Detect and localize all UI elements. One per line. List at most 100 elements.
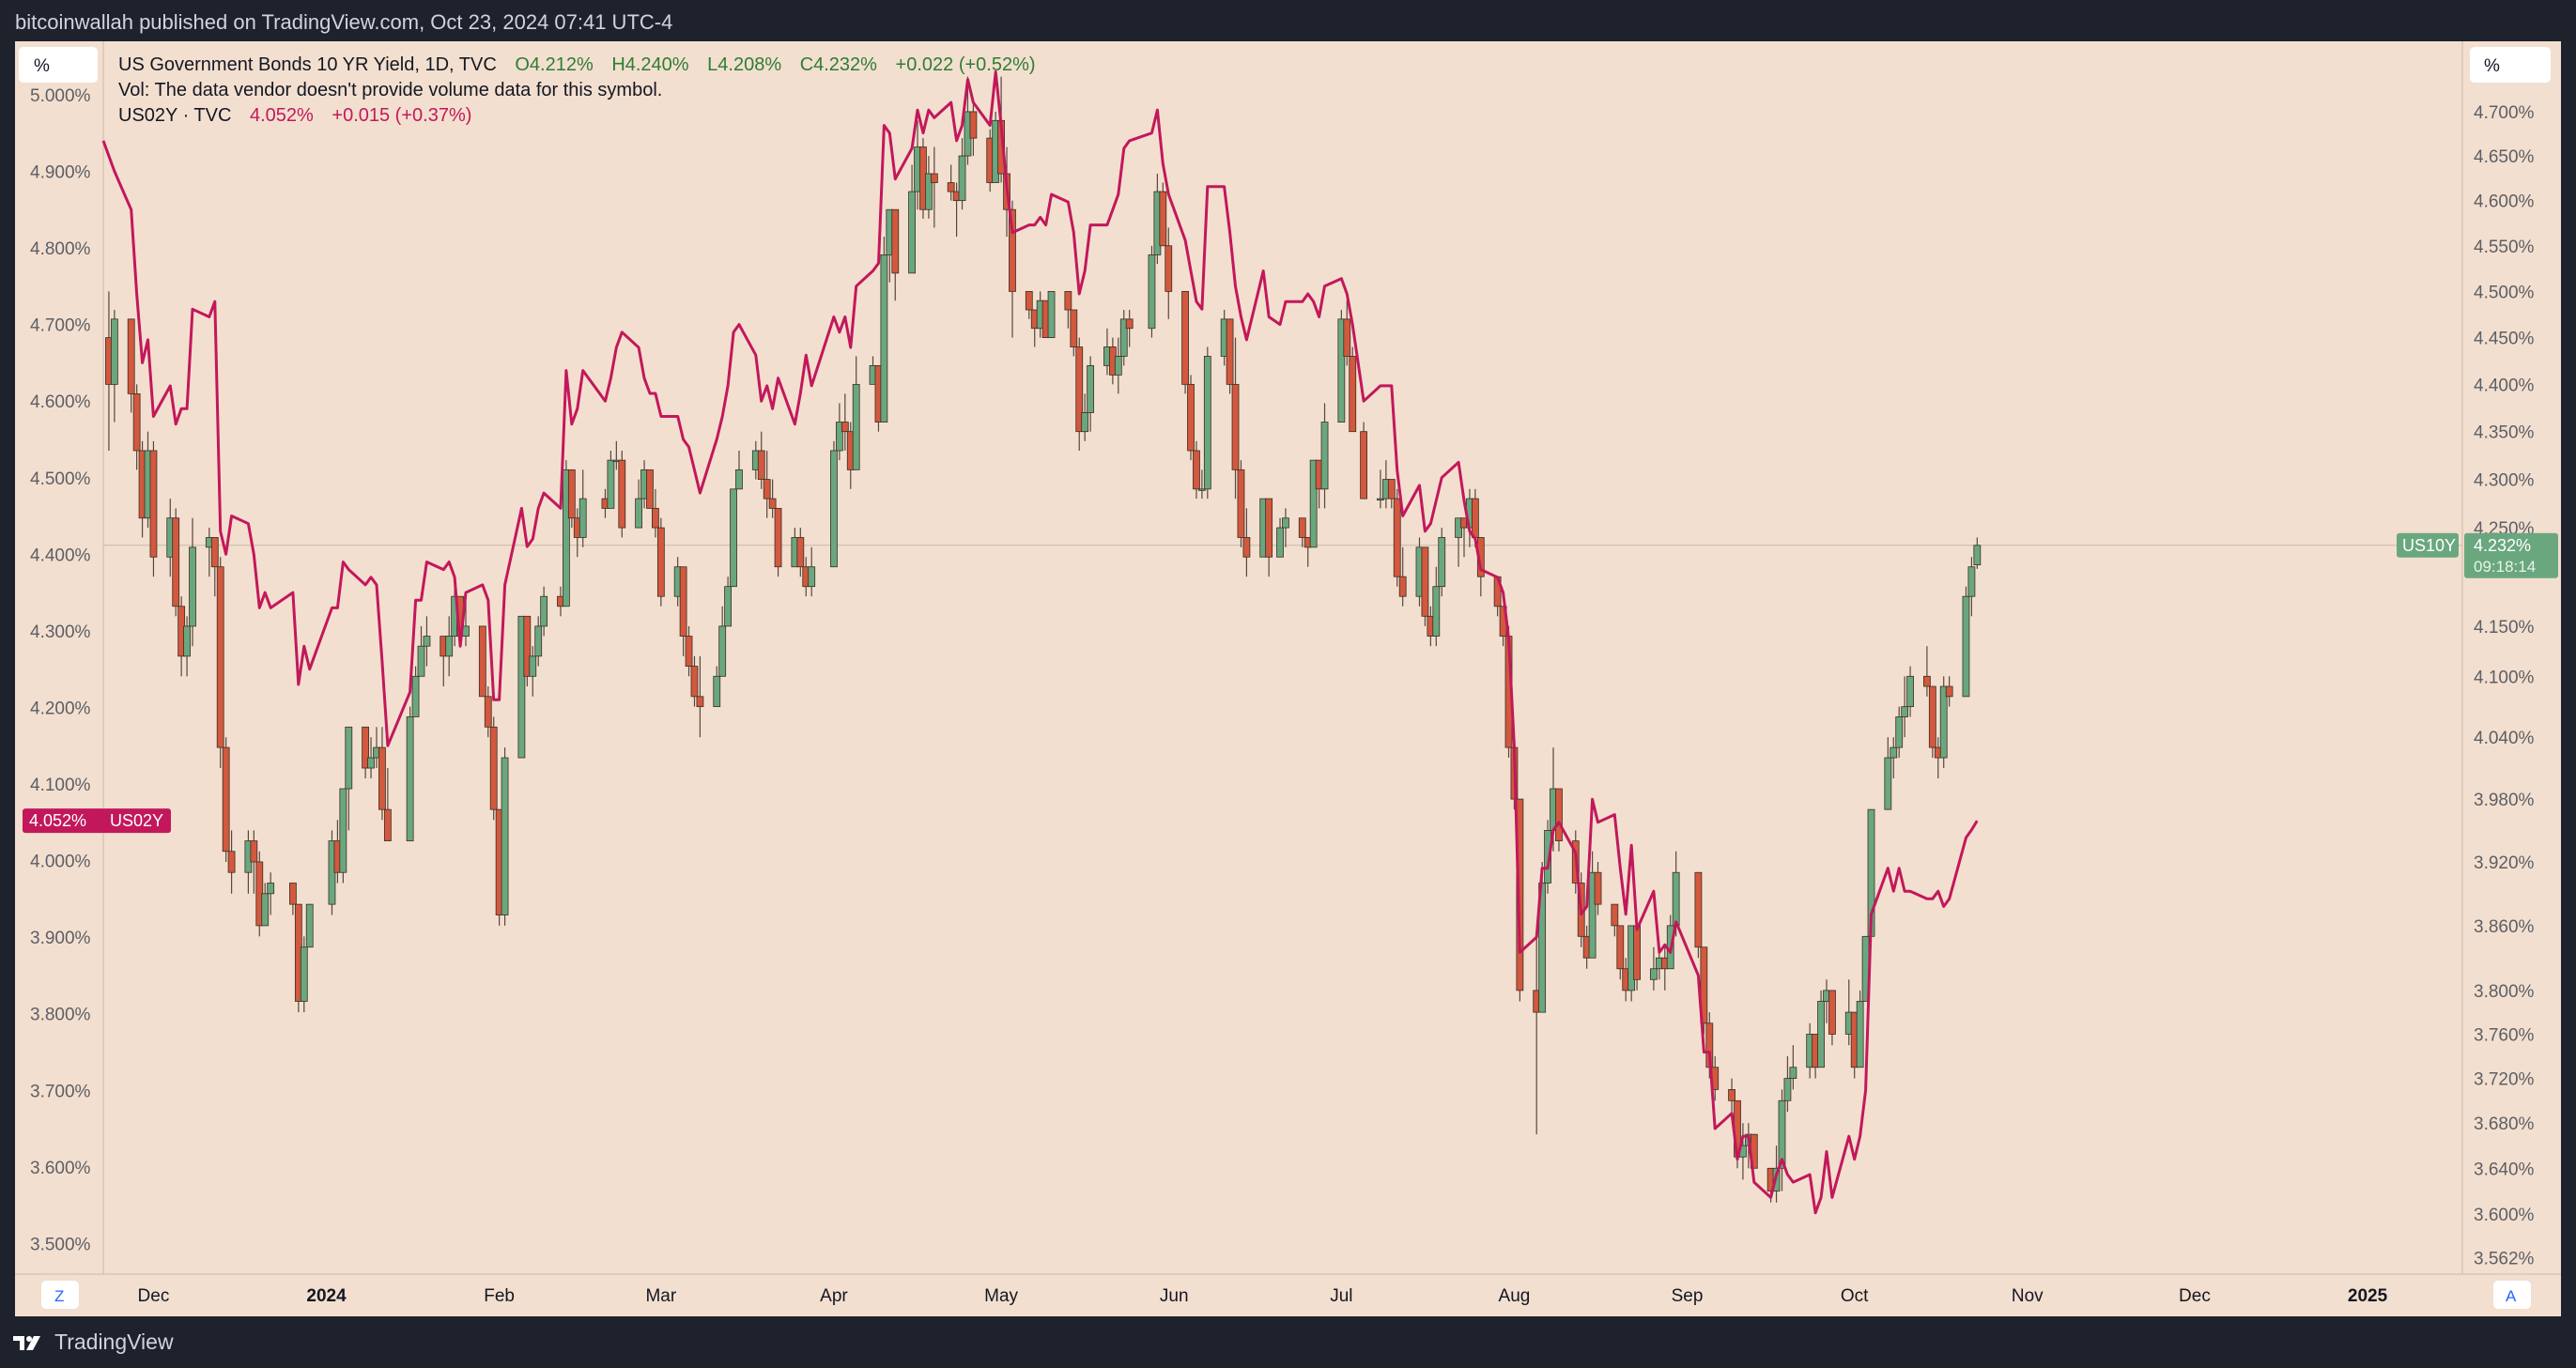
candle <box>685 625 693 677</box>
candle-body <box>267 883 275 895</box>
candle <box>1789 1045 1797 1090</box>
candle <box>529 646 537 697</box>
right-tick-label: 3.980% <box>2474 791 2535 810</box>
candle-body <box>1778 1099 1786 1169</box>
candle <box>1901 676 1909 738</box>
candle <box>383 768 392 841</box>
us02y-price-label-bg <box>23 808 171 834</box>
candle <box>925 156 933 219</box>
candle <box>1544 820 1551 894</box>
right-tick-label: 4.650% <box>2474 147 2535 167</box>
candle-body <box>1939 685 1948 759</box>
candle-body <box>1081 412 1089 433</box>
chart[interactable]: 5.000% 4.900% 4.800% 4.700% 4.600% 4.500% 4.40… <box>0 41 2576 1316</box>
candle <box>947 164 955 201</box>
left-unit-label[interactable]: % <box>34 56 50 76</box>
left-price-scale[interactable]: 5.000% 4.900% 4.800% 4.700% 4.600% 4.500% 4.40… <box>30 86 91 1254</box>
right-tick-label: 3.860% <box>2474 917 2535 937</box>
publisher-bar: bitcoinwallah published on TradingView.c… <box>0 0 2576 41</box>
candle <box>1242 508 1251 577</box>
candle-body <box>796 537 805 568</box>
candle-body <box>1009 208 1016 292</box>
zoom-button[interactable]: Z <box>41 1281 79 1309</box>
candle <box>1650 946 1658 991</box>
left-tick-label: 4.700% <box>30 316 91 336</box>
time-scale[interactable]: Dec 2024 Feb Mar Apr May Jun Jul Aug Sep Oct Nov Dec… <box>138 1286 2388 1306</box>
left-tick-label: 4.900% <box>30 163 91 183</box>
us10y-name: US10Y <box>2402 536 2456 555</box>
candle <box>1700 946 1708 1035</box>
time-tick-label: Aug <box>1499 1286 1531 1306</box>
right-tick-label: 4.400% <box>2474 376 2535 395</box>
candle-body <box>222 746 230 853</box>
legend-series2-change: +0.015 (+0.37%) <box>332 105 471 126</box>
candle <box>567 469 576 529</box>
candle <box>713 666 721 708</box>
candle-body <box>501 757 509 915</box>
candle <box>172 508 180 617</box>
candle <box>289 883 297 915</box>
left-tick-label: 5.000% <box>30 86 91 106</box>
candle-body <box>250 840 258 863</box>
right-tick-label: 4.100% <box>2474 668 2535 687</box>
left-tick-label: 4.500% <box>30 469 91 489</box>
zoom-button-bg[interactable] <box>41 1281 79 1309</box>
right-unit-button[interactable]: % <box>2470 47 2551 83</box>
auto-scale-label[interactable]: A <box>2506 1287 2517 1305</box>
candle-body <box>406 716 414 841</box>
candle-body <box>1360 431 1368 500</box>
candle-body <box>417 645 425 677</box>
candle <box>696 655 704 738</box>
right-tick-label: 3.600% <box>2474 1206 2535 1225</box>
candle-body <box>1616 925 1625 970</box>
left-unit-button[interactable]: % <box>19 47 98 83</box>
left-tick-label: 4.000% <box>30 853 91 872</box>
candle-body <box>567 469 576 519</box>
candle-body <box>1148 254 1156 330</box>
time-tick-label: May <box>984 1286 1018 1306</box>
right-tick-label: 3.800% <box>2474 982 2535 1002</box>
candle-body <box>1421 546 1429 617</box>
auto-scale-button-bg[interactable] <box>2493 1281 2531 1309</box>
candle-body <box>763 479 771 500</box>
candle-body <box>735 469 743 490</box>
candle <box>958 138 966 210</box>
candle-body <box>1125 318 1134 330</box>
candle <box>362 726 370 779</box>
candle <box>406 706 414 841</box>
candle <box>1694 871 1703 959</box>
right-unit-button-bg[interactable] <box>2470 47 2551 83</box>
candle-body <box>880 254 888 423</box>
candle <box>149 440 158 577</box>
candle-body <box>305 903 314 948</box>
candle <box>1393 488 1401 587</box>
candle-body <box>1856 1001 1864 1068</box>
candle <box>652 488 659 538</box>
left-tick-label: 4.800% <box>30 239 91 259</box>
candle-body <box>757 450 765 480</box>
zoom-label[interactable]: Z <box>54 1287 64 1305</box>
candle-body <box>523 615 532 677</box>
candle-body <box>562 469 570 607</box>
left-tick-label: 3.600% <box>30 1159 91 1178</box>
candle-body <box>189 546 196 627</box>
candle <box>1282 508 1289 547</box>
us10y-name-bg <box>2397 532 2459 558</box>
candle-body <box>1906 675 1914 708</box>
candle <box>1884 737 1892 810</box>
candle <box>1432 566 1441 647</box>
candle-body <box>1387 479 1396 500</box>
candle <box>1588 851 1597 959</box>
candle-body <box>646 469 654 509</box>
candle <box>1148 245 1156 338</box>
auto-scale-button[interactable]: A <box>2493 1281 2531 1309</box>
candle <box>222 737 230 862</box>
candle-body <box>730 488 737 588</box>
candle-body <box>1075 346 1084 433</box>
tradingview-brand[interactable]: TradingView <box>13 1330 174 1355</box>
candle-body <box>891 208 900 274</box>
legend: US Government Bonds 10 YR Yield, 1D, TVC… <box>118 54 1036 126</box>
right-unit-label[interactable]: % <box>2484 56 2500 76</box>
candle <box>768 479 777 518</box>
left-unit-button-bg[interactable] <box>19 47 98 83</box>
